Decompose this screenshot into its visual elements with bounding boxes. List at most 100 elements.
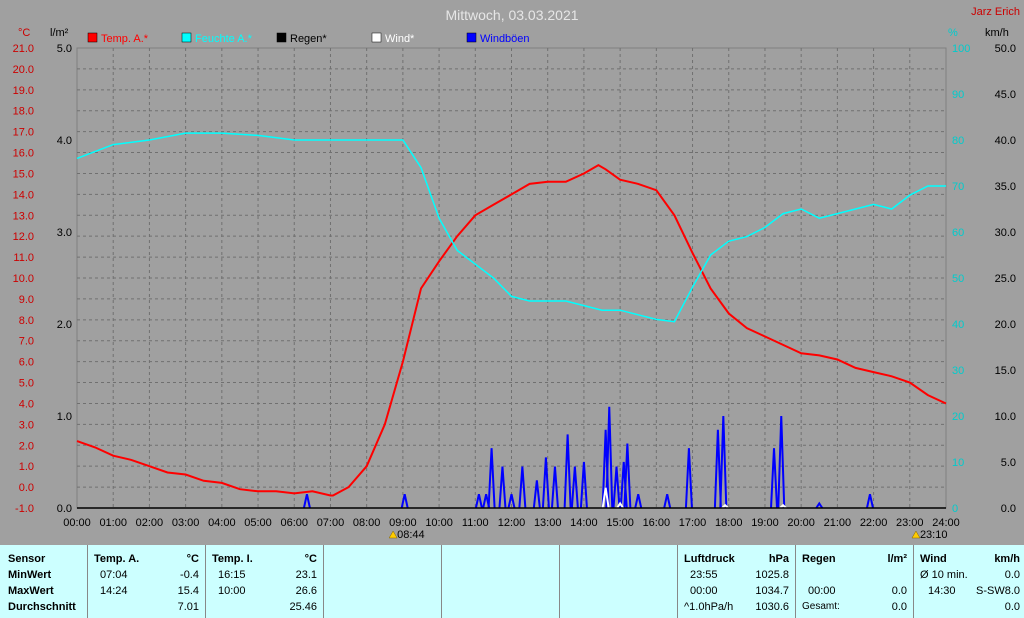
tick-label-time: 04:00 <box>208 517 236 529</box>
rain-header: Regen <box>802 553 836 565</box>
spike-windben <box>550 466 559 509</box>
wind-max-time: 14:30 <box>928 585 956 597</box>
wind-avg: 0.0 <box>1004 569 1020 581</box>
temp-i-unit: °C <box>304 553 317 565</box>
legend-swatch <box>371 32 382 43</box>
tick-label-wind: 40.0 <box>995 135 1016 147</box>
tick-label-temp: 9.0 <box>19 294 34 306</box>
tick-label-temp: 6.0 <box>19 357 34 369</box>
row-label-avg: Durchschnitt <box>8 601 76 613</box>
tick-label-humidity: 60 <box>952 227 964 239</box>
legend-label: Wind* <box>385 33 415 45</box>
rain-unit: l/m² <box>887 553 907 565</box>
legend-swatch <box>466 32 477 43</box>
spike-windben <box>518 466 527 509</box>
spike-windben <box>623 443 632 509</box>
spike-wind <box>601 487 610 509</box>
temp-i-max-time: 10:00 <box>218 585 246 597</box>
tick-label-temp: 15.0 <box>13 168 34 180</box>
tick-label-wind: 35.0 <box>995 181 1016 193</box>
legend-swatch <box>87 32 98 43</box>
tick-label-humidity: 10 <box>952 457 964 469</box>
chart-title: Mittwoch, 03.03.2021 <box>445 7 578 23</box>
tick-label-time: 07:00 <box>317 517 345 529</box>
spike-windben <box>487 448 496 509</box>
tick-label-temp: 0.0 <box>19 482 34 494</box>
temp-a-max-time: 14:24 <box>100 585 128 597</box>
temp-a-min: -0.4 <box>180 569 199 581</box>
tick-label-temp: 2.0 <box>19 440 34 452</box>
tick-label-temp: 21.0 <box>13 43 34 55</box>
wind-avg-label: Ø 10 min. <box>920 569 968 581</box>
spike-windben <box>663 493 672 509</box>
row-label-min: MinWert <box>8 569 52 581</box>
pressure-min: 1025.8 <box>755 569 789 581</box>
tick-label-temp: 20.0 <box>13 64 34 76</box>
tick-label-humidity: 100 <box>952 43 970 55</box>
tick-label-time: 11:00 <box>462 517 489 529</box>
tick-label-time: 16:00 <box>643 517 671 529</box>
axis-ticks: -1.0 0.0 1.0 2.0 3.0 4.0 5.0 6.0 7.0 8.0 9.0 10.0 11… <box>13 43 1016 529</box>
tick-label-temp: 8.0 <box>19 315 34 327</box>
legend-label: Feuchte A.* <box>195 33 253 45</box>
station-name: Jarz Erich <box>971 6 1020 18</box>
tick-label-wind: 25.0 <box>995 273 1016 285</box>
pressure-trend: ^1.0hPa/h <box>684 601 734 613</box>
wind-dir-value: 0.0 <box>1004 601 1020 613</box>
temp-i-max: 26.6 <box>295 585 317 597</box>
wind-direction: S-SW <box>976 585 1005 597</box>
spike-windben <box>498 466 507 509</box>
temp-a-min-time: 07:04 <box>100 569 128 581</box>
spike-windben <box>815 501 824 509</box>
tick-label-humidity: 20 <box>952 411 964 423</box>
tick-label-time: 05:00 <box>244 517 272 529</box>
spike-windben <box>605 406 614 509</box>
tick-label-temp: 1.0 <box>19 461 34 473</box>
summary-panel: Sensor MinWert MaxWert Durchschnitt Temp… <box>0 545 1024 618</box>
grid <box>77 48 946 508</box>
tick-label-humidity: 90 <box>952 89 964 101</box>
pressure-max: 1034.7 <box>755 585 789 597</box>
pressure-avg: 1030.6 <box>755 601 789 613</box>
spike-windben <box>541 457 550 509</box>
temp-a-max: 15.4 <box>177 585 199 597</box>
legend-label: Regen* <box>290 33 327 45</box>
rain-max-time: 00:00 <box>808 585 836 597</box>
spike-windben <box>612 466 621 509</box>
spike-windben <box>570 466 579 509</box>
series-layer <box>76 132 947 509</box>
tick-label-temp: -1.0 <box>15 503 34 515</box>
legend: Temp. A.* Feuchte A.* Regen* Wind* Windböen <box>87 32 530 45</box>
spike-windben <box>719 415 728 509</box>
pressure-header: Luftdruck <box>684 553 735 565</box>
temp-a-unit: °C <box>186 553 199 565</box>
sensor-header: Sensor <box>8 553 46 565</box>
tick-label-wind: 50.0 <box>995 43 1016 55</box>
axis-unit-humidity: % <box>948 27 958 39</box>
sensor-column: Sensor MinWert MaxWert Durchschnitt <box>0 545 88 618</box>
tick-label-time: 18:00 <box>715 517 743 529</box>
tick-label-temp: 14.0 <box>13 189 34 201</box>
tick-label-time: 15:00 <box>606 517 634 529</box>
tick-label-rain: 0.0 <box>57 503 72 515</box>
spike-windben <box>770 448 779 509</box>
rain-total: 0.0 <box>891 601 907 613</box>
temp-a-column: Temp. A. °C 07:04 14:24 -0.4 15.4 7.01 <box>88 545 206 618</box>
tick-label-time: 12:00 <box>498 517 526 529</box>
wind-column: Wind km/h Ø 10 min. 14:30 S-SW 0.0 8.0 0… <box>914 545 1024 618</box>
pressure-max-time: 00:00 <box>690 585 718 597</box>
weather-chart: Mittwoch, 03.03.2021 Jarz Erich °C l/m² … <box>13 6 1020 541</box>
tick-label-humidity: 70 <box>952 181 964 193</box>
tick-label-time: 20:00 <box>787 517 815 529</box>
tick-label-time: 02:00 <box>136 517 164 529</box>
axis-unit-rain: l/m² <box>50 27 69 39</box>
tick-label-time: 03:00 <box>172 517 200 529</box>
spike-windben <box>302 493 311 509</box>
spike-windben <box>713 429 722 509</box>
wind-max: 8.0 <box>1004 585 1020 597</box>
tick-label-time: 08:00 <box>353 517 381 529</box>
axis-unit-temp: °C <box>18 27 30 39</box>
spike-windben <box>474 493 483 509</box>
legend-label: Temp. A.* <box>101 33 149 45</box>
tick-label-time: 22:00 <box>860 517 888 529</box>
